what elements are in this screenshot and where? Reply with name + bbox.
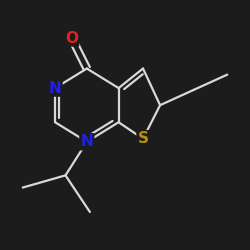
Text: S: S xyxy=(138,131,148,146)
Text: O: O xyxy=(65,30,78,46)
Text: N: N xyxy=(80,134,93,149)
Text: N: N xyxy=(49,80,62,96)
